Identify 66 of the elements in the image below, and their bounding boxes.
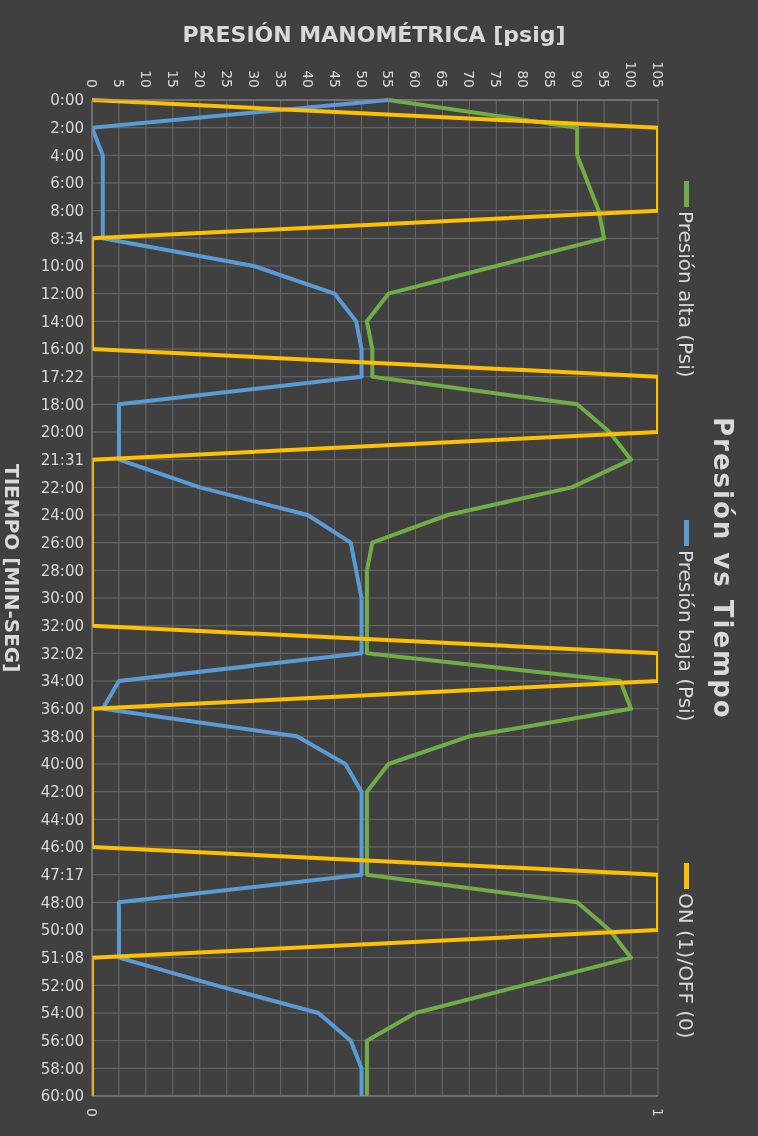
y-tick-label: 38:00 <box>40 727 84 746</box>
x2-tick-label: 40 <box>299 70 316 88</box>
x2-tick-label: 45 <box>326 70 343 88</box>
legend-label: Presión baja (Psi) <box>674 549 698 722</box>
y-tick-label: 36:00 <box>40 699 84 718</box>
y-tick-label: 51:08 <box>40 948 84 967</box>
x2-tick-label: 85 <box>542 70 559 88</box>
y-tick-label: 18:00 <box>40 395 84 414</box>
y-tick-label: 42:00 <box>40 782 84 801</box>
x2-tick-label: 90 <box>569 70 586 88</box>
y-tick-label: 48:00 <box>40 893 84 912</box>
y-tick-label: 30:00 <box>40 589 84 608</box>
x2-tick-label: 70 <box>461 70 478 88</box>
y-tick-label: 0:00 <box>50 91 84 110</box>
y-tick-label: 6:00 <box>50 174 84 193</box>
y-tick-label: 54:00 <box>40 1004 84 1023</box>
y-tick-label: 4:00 <box>50 146 84 165</box>
y-tick-label: 44:00 <box>40 810 84 829</box>
y-tick-label: 56:00 <box>40 1031 84 1050</box>
x2-tick-label: 0 <box>84 79 100 88</box>
y-tick-label: 8:34 <box>50 229 84 248</box>
y-tick-label: 40:00 <box>40 755 84 774</box>
x2-tick-label: 100 <box>623 61 640 88</box>
x2-tick-label: 50 <box>353 70 370 88</box>
y-tick-label: 20:00 <box>40 423 84 442</box>
y-tick-label: 14:00 <box>40 312 84 331</box>
x2-tick-label: 80 <box>515 70 532 88</box>
y-tick-label: 32:00 <box>40 616 84 635</box>
x2-tick-label: 105 <box>650 61 666 88</box>
x2-tick-label: 20 <box>191 70 208 88</box>
text: Presión vs Tiempo <box>708 415 738 722</box>
y-tick-label: 50:00 <box>40 921 84 940</box>
y-tick-label: 2:00 <box>50 118 84 137</box>
y-tick-label: 60:00 <box>40 1087 84 1106</box>
y-tick-label: 21:31 <box>40 450 84 469</box>
x2-tick-label: 60 <box>407 70 424 88</box>
y-tick-label: 22:00 <box>40 478 84 497</box>
x2-tick-label: 35 <box>272 70 289 88</box>
y-tick-label: 10:00 <box>40 257 84 276</box>
x2-tick-label: 65 <box>434 70 451 88</box>
x2-tick-label: 55 <box>380 70 397 88</box>
y-tick-label: 58:00 <box>40 1059 84 1078</box>
x-tick-label: 1 <box>650 1108 666 1117</box>
y-tick-label: 16:00 <box>40 340 84 359</box>
y-tick-label: 24:00 <box>40 506 84 525</box>
y-tick-label: 34:00 <box>40 672 84 691</box>
x2-tick-label: 75 <box>488 70 505 88</box>
y-tick-label: 26:00 <box>40 533 84 552</box>
x2-tick-label: 15 <box>164 70 181 88</box>
y-axis-title: TIEMPO [MIN-SEG] <box>0 462 24 675</box>
x2-tick-label: 5 <box>110 79 127 88</box>
y-tick-label: 52:00 <box>40 976 84 995</box>
x2-tick-label: 25 <box>218 70 235 88</box>
y-tick-label: 17:22 <box>40 367 84 386</box>
legend-label: Presión alta (Psi) <box>674 211 698 378</box>
x2-tick-label: 95 <box>596 70 613 88</box>
x2-tick-label: 30 <box>245 70 262 88</box>
x2-tick-label: 10 <box>137 70 154 88</box>
y-tick-label: 46:00 <box>40 838 84 857</box>
legend-label: ON (1)/OFF (0) <box>674 893 698 1039</box>
y-tick-label: 47:17 <box>40 865 84 884</box>
x2-axis-title: PRESIÓN MANOMÉTRICA [psig] <box>181 22 567 47</box>
y-tick-label: 32:02 <box>40 644 84 663</box>
y-tick-label: 8:00 <box>50 201 84 220</box>
y-tick-label: 28:00 <box>40 561 84 580</box>
y-tick-label: 12:00 <box>40 284 84 303</box>
